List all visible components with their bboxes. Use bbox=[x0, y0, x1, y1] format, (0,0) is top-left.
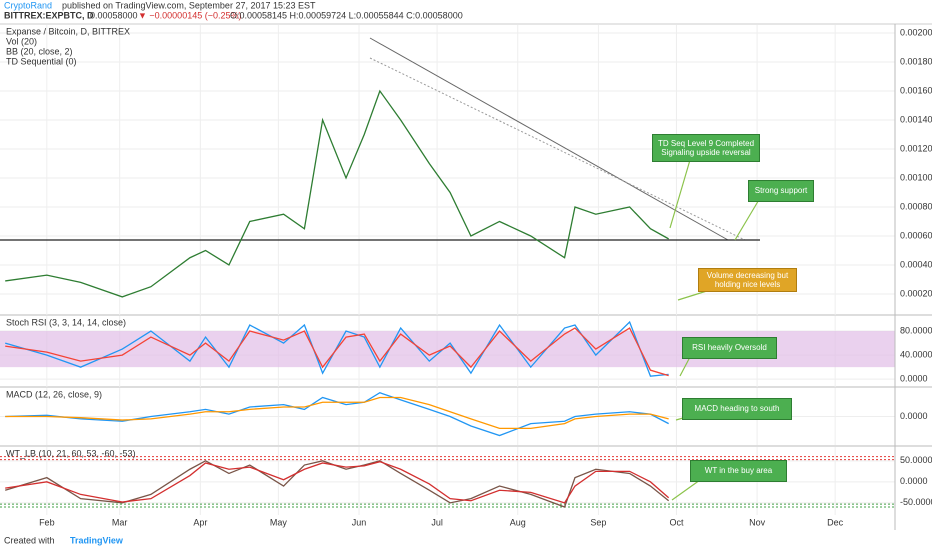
callout: TD Seq Level 9 Completed Signaling upsid… bbox=[652, 134, 760, 162]
y-tick-label: 0.00080000 bbox=[900, 201, 932, 211]
y-tick-label: 0.00060000 bbox=[900, 230, 932, 240]
y-tick-label: 0.00040000 bbox=[900, 259, 932, 269]
series-line bbox=[5, 396, 669, 430]
callout-text: WT in the buy area bbox=[704, 466, 773, 475]
indicator-label: Vol (20) bbox=[6, 36, 37, 46]
indicator-label: TD Sequential (0) bbox=[6, 56, 77, 66]
indicator-label: BB (20, close, 2) bbox=[6, 46, 73, 56]
series-line bbox=[5, 327, 669, 377]
x-tick-label: Oct bbox=[669, 517, 684, 527]
y-tick-label: 0.00100000 bbox=[900, 172, 932, 182]
y-tick-label: 40.0000 bbox=[900, 349, 932, 359]
callout: WT in the buy area bbox=[690, 460, 787, 482]
y-tick-label: 0.0000 bbox=[900, 411, 928, 421]
symbol: BITTREX:EXPBTC, D bbox=[4, 10, 94, 20]
x-tick-label: Feb bbox=[39, 517, 55, 527]
change: ▼ −0.00000145 (−0.25%) bbox=[138, 10, 241, 20]
footer-brand: TradingView bbox=[70, 535, 124, 545]
series-line bbox=[5, 89, 669, 298]
y-tick-label: 50.0000 bbox=[900, 455, 932, 465]
x-tick-label: Dec bbox=[827, 517, 844, 527]
pane-title: Expanse / Bitcoin, D, BITTREX bbox=[6, 26, 130, 36]
y-tick-label: 0.00020000 bbox=[900, 288, 932, 298]
ohlc: O:0.00058145 H:0.00059724 L:0.00055844 C… bbox=[230, 10, 463, 20]
pane-title: Stoch RSI (3, 3, 14, 14, close) bbox=[6, 317, 126, 327]
callout-text: RSI heavily Oversold bbox=[692, 343, 767, 352]
publisher: CryptoRand bbox=[4, 0, 52, 10]
y-tick-label: 0.00120000 bbox=[900, 143, 932, 153]
x-tick-label: Mar bbox=[112, 517, 128, 527]
y-tick-label: 0.0000 bbox=[900, 374, 928, 384]
callout-text: TD Seq Level 9 Completed Signaling upsid… bbox=[657, 139, 755, 157]
last: 0.00058000 bbox=[90, 10, 138, 20]
callout-text: MACD heading to south bbox=[694, 404, 780, 413]
trend-line bbox=[369, 37, 729, 241]
series-line bbox=[5, 392, 669, 437]
series-line bbox=[5, 460, 670, 508]
trend-line-2 bbox=[369, 57, 746, 241]
x-tick-label: Apr bbox=[193, 517, 207, 527]
x-tick-label: Jun bbox=[352, 517, 367, 527]
callout: MACD heading to south bbox=[682, 398, 792, 420]
y-tick-label: 0.00180000 bbox=[900, 56, 932, 66]
y-tick-label: 0.0000 bbox=[900, 476, 928, 486]
x-tick-label: Jul bbox=[431, 517, 443, 527]
callout-arrows bbox=[669, 159, 761, 501]
series-line bbox=[5, 320, 669, 377]
series-line bbox=[5, 461, 670, 504]
published: published on TradingView.com, September … bbox=[62, 0, 316, 10]
callout: Volume decreasing but holding nice level… bbox=[698, 268, 797, 292]
footer-created: Created with bbox=[4, 535, 55, 545]
x-tick-label: May bbox=[270, 517, 288, 527]
pane-title: WT_LB (10, 21, 60, 53, -60, -53) bbox=[6, 448, 136, 458]
callout: RSI heavily Oversold bbox=[682, 337, 777, 359]
callout-text: Volume decreasing but holding nice level… bbox=[706, 271, 789, 289]
y-tick-label: 0.00200000 bbox=[900, 27, 932, 37]
callout-text: Strong support bbox=[754, 186, 808, 195]
y-tick-label: 0.00160000 bbox=[900, 85, 932, 95]
pane-title: MACD (12, 26, close, 9) bbox=[6, 389, 102, 399]
x-tick-label: Aug bbox=[510, 517, 526, 527]
x-tick-label: Nov bbox=[749, 517, 766, 527]
callout: Strong support bbox=[748, 180, 814, 202]
y-tick-label: -50.0000 bbox=[900, 497, 932, 507]
y-tick-label: 0.00140000 bbox=[900, 114, 932, 124]
y-tick-label: 80.0000 bbox=[900, 325, 932, 335]
x-tick-label: Sep bbox=[590, 517, 606, 527]
